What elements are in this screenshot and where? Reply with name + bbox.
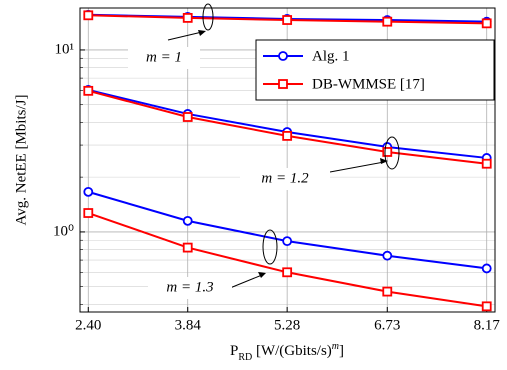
arrowheads — [198, 30, 388, 278]
marker — [282, 267, 293, 278]
x-axis-label-part: m — [332, 341, 339, 352]
y-axis-label: Avg. NetEE [Mbits/J] — [13, 95, 29, 226]
marker — [83, 186, 94, 197]
annotation: m = 1.2 — [261, 170, 309, 186]
marker — [382, 16, 393, 27]
x-axis-label-part: ] — [339, 343, 344, 359]
x-axis-label-part: P — [230, 343, 238, 359]
marker — [83, 85, 94, 96]
marker — [83, 10, 94, 21]
marker — [282, 15, 293, 25]
marker — [182, 215, 193, 226]
marker — [481, 18, 492, 29]
ellipse — [202, 3, 214, 31]
x-tick-label: 6.73 — [374, 317, 400, 333]
marker — [182, 242, 193, 253]
annotation: m = 1.3 — [166, 279, 213, 295]
marker — [282, 130, 293, 141]
marker — [481, 158, 492, 169]
annotation: m = 1 — [146, 49, 182, 65]
marker — [278, 79, 288, 89]
x-axis-label-part: RD — [238, 352, 252, 363]
marker — [278, 51, 288, 61]
legend-label: Alg. 1 — [312, 48, 350, 64]
marker — [481, 263, 492, 274]
marker — [481, 301, 492, 312]
ellipse — [262, 229, 278, 265]
ellipse — [384, 136, 400, 170]
x-tick-label: 3.84 — [175, 317, 202, 333]
marker — [182, 12, 193, 23]
legend-label: DB-WMMSE [17] — [312, 76, 425, 92]
marker — [83, 208, 94, 218]
plot-frame — [79, 7, 496, 313]
arrow — [167, 31, 203, 41]
annotation-shapes — [167, 3, 400, 289]
arrowhead — [258, 272, 266, 278]
arrowhead — [198, 30, 206, 36]
arrow — [329, 161, 385, 173]
marker — [382, 147, 393, 157]
plot — [83, 9, 492, 312]
x-tick-label: 8.17 — [474, 317, 501, 333]
annotation-bg — [148, 277, 232, 299]
marker — [282, 236, 293, 247]
marker — [382, 286, 393, 297]
arrowhead — [380, 158, 388, 164]
x-tick-label: 2.40 — [75, 317, 101, 333]
marker — [182, 112, 193, 122]
x-axis-label: PRD [W/(Gbits/s)m] — [230, 341, 344, 363]
arrow — [229, 274, 263, 289]
legend-box — [255, 39, 495, 101]
annotation-bg — [128, 47, 200, 69]
marker — [382, 250, 393, 261]
annotation-bg — [240, 168, 330, 190]
x-axis-label-part: [W/(Gbits/s) — [252, 343, 332, 359]
legend: Alg. 1 DB-WMMSE [17] — [255, 39, 495, 101]
x-tick-label: 5.28 — [274, 317, 300, 333]
y-tick-label: 10¹ — [55, 41, 75, 57]
y-tick-label: 10⁰ — [53, 223, 74, 239]
